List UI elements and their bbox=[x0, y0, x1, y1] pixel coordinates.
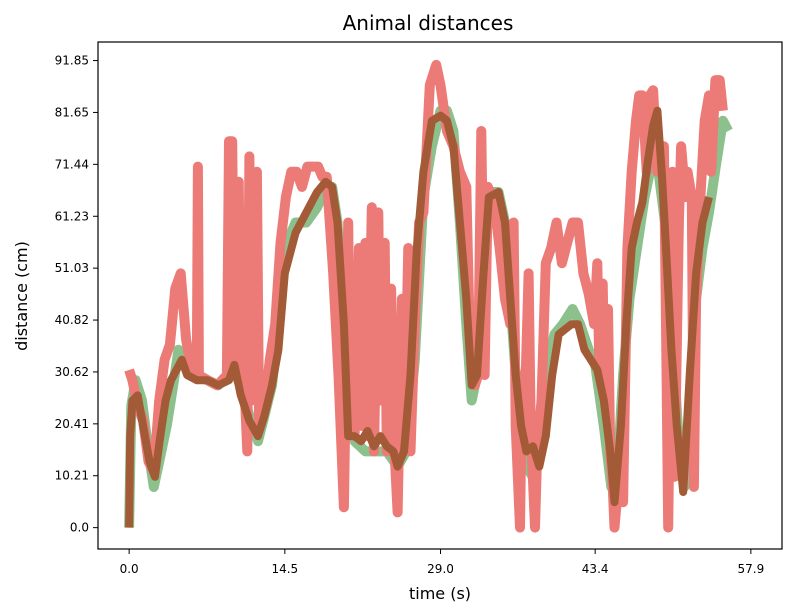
y-tick-label: 71.44 bbox=[55, 157, 89, 171]
y-axis: 0.0 10.21 20.41 30.62 40.82 51.03 61.23 71.44 81… bbox=[55, 54, 98, 535]
series-line-brown bbox=[125, 106, 713, 528]
y-tick-label: 30.62 bbox=[55, 365, 89, 379]
plot-series bbox=[124, 59, 733, 533]
y-tick-label: 20.41 bbox=[55, 417, 89, 431]
x-tick-label: 29.0 bbox=[427, 562, 454, 576]
x-axis-label: time (s) bbox=[409, 584, 471, 603]
y-axis-label: distance (cm) bbox=[12, 241, 31, 351]
x-axis: 0.0 14.5 29.0 43.4 57.9 bbox=[120, 549, 765, 576]
chart-title: Animal distances bbox=[343, 11, 514, 35]
y-tick-label: 91.85 bbox=[55, 54, 89, 68]
y-tick-label: 61.23 bbox=[55, 209, 89, 223]
x-tick-label: 57.9 bbox=[738, 562, 765, 576]
plot-frame bbox=[97, 41, 783, 550]
x-tick-label: 0.0 bbox=[120, 562, 139, 576]
x-tick-label: 14.5 bbox=[271, 562, 298, 576]
y-tick-label: 81.65 bbox=[55, 105, 89, 119]
x-tick-label: 43.4 bbox=[582, 562, 609, 576]
y-tick-label: 51.03 bbox=[55, 261, 89, 275]
y-tick-label: 40.82 bbox=[55, 313, 89, 327]
y-tick-label: 0.0 bbox=[70, 521, 89, 535]
y-tick-label: 10.21 bbox=[55, 469, 89, 483]
